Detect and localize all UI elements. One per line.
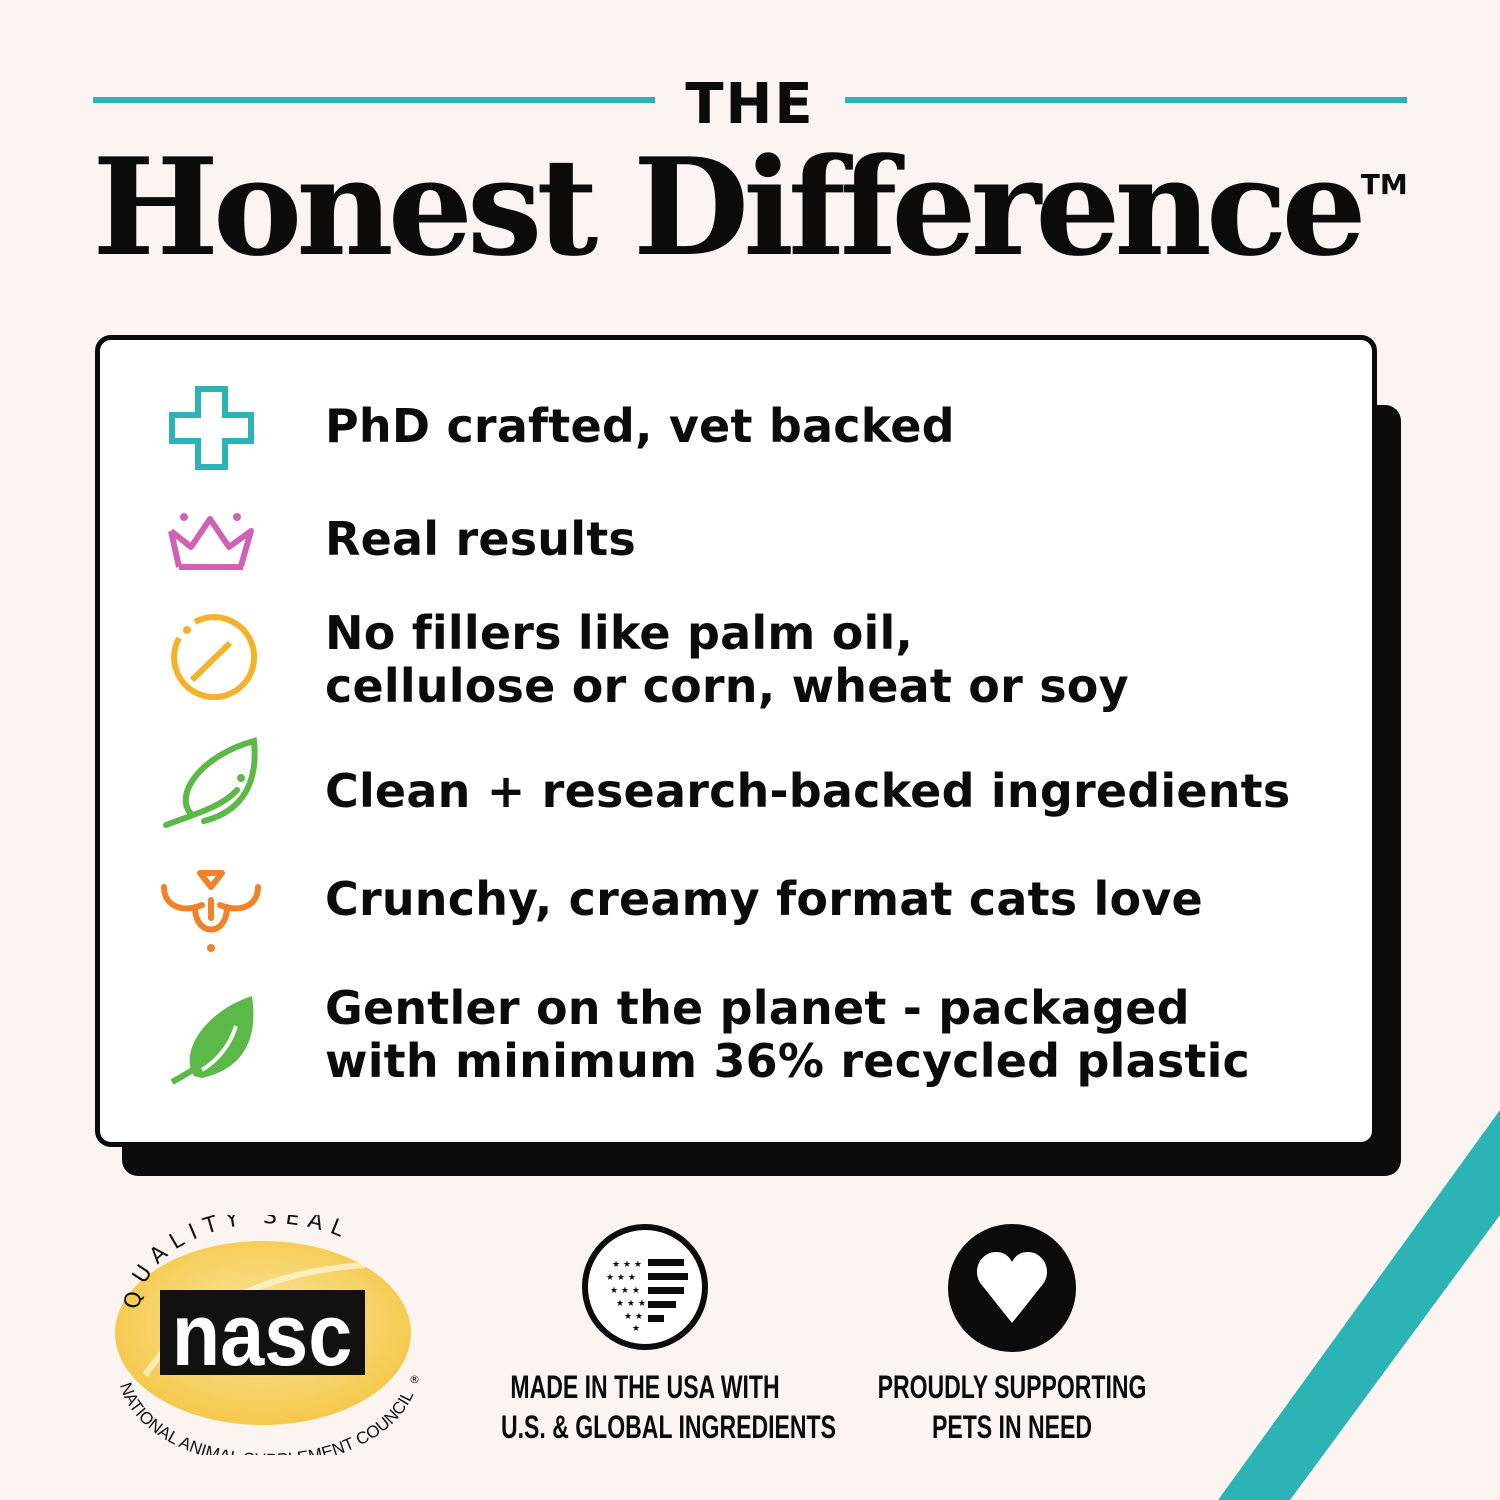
flag-heart-icon: ★ ★ ★ ★ ★ ★ ★ ★ ★ ★ ★ ★ ★ ★ ★ [582,1224,708,1350]
cat-face-icon [161,870,261,952]
svg-text:★ ★ ★: ★ ★ ★ [616,1299,646,1309]
header-rule-left [93,97,655,103]
line: PROUDLY SUPPORTING [877,1369,1147,1405]
svg-text:★ ★ ★: ★ ★ ★ [612,1260,642,1270]
line: MADE IN THE USA WITH [510,1369,780,1405]
benefit-phd-crafted: PhD crafted, vet backed [325,399,955,453]
leaf-solid-icon [170,996,254,1085]
leaf-outline-icon [163,737,258,828]
svg-text:★: ★ [632,1324,640,1334]
line: cellulose or corn, wheat or soy [325,659,1129,713]
title-text: Honest Difference [92,128,1366,286]
benefit-crunchy-format: Crunchy, creamy format cats love [325,872,1203,926]
pre-title: THE [685,72,815,137]
header-rule-right [845,97,1407,103]
line: PETS IN NEED [931,1409,1093,1445]
heart-icon [948,1224,1076,1352]
svg-text:★ ★ ★: ★ ★ ★ [610,1286,640,1296]
no-symbol-icon [171,614,257,700]
registered-mark: ® [409,1373,420,1386]
seal-logo-text: nasc [172,1285,353,1384]
made-in-usa-caption: MADE IN THE USA WITH U.S. & GLOBAL INGRED… [501,1367,836,1447]
line: with minimum 36% recycled plastic [325,1034,1251,1088]
benefit-clean-ingredients: Clean + research-backed ingredients [325,764,1291,818]
line: Gentler on the planet - packaged [325,981,1190,1035]
crown-icon [168,513,254,570]
line: U.S. & GLOBAL INGREDIENTS [501,1409,836,1445]
pets-in-need-caption: PROUDLY SUPPORTING PETS IN NEED [868,1367,1156,1447]
trademark: TM [1360,168,1408,201]
benefit-gentler-planet: Gentler on the planet - packaged with min… [325,982,1250,1088]
medical-cross-icon [169,386,254,470]
benefit-real-results: Real results [325,512,636,566]
benefit-no-fillers: No fillers like palm oil, cellulose or co… [325,607,1129,713]
svg-text:★ ★ ★: ★ ★ ★ [606,1273,636,1283]
page-title: Honest DifferenceTM [0,128,1500,286]
line: No fillers like palm oil, [325,606,914,660]
nasc-quality-seal: QUALITY SEAL nasc NATIONAL ANIMAL SUPPLE… [115,1215,420,1455]
benefits-card [95,335,1377,1147]
svg-text:★ ★: ★ ★ [624,1312,643,1322]
